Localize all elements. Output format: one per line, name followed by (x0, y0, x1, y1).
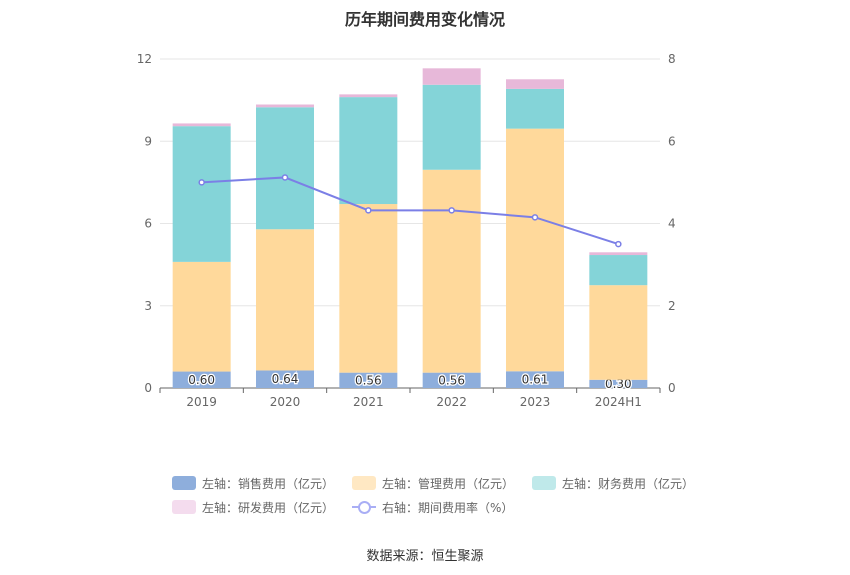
bar-admin (422, 169, 481, 373)
y-right-tick-label: 8 (668, 52, 676, 66)
bar-data-label: 0.64 (272, 372, 299, 386)
x-tick-label: 2021 (353, 395, 384, 409)
legend: 左轴：销售费用（亿元） 左轴：管理费用（亿元） 左轴：财务费用（亿元） 左轴：研… (172, 472, 694, 520)
bar-finance (589, 255, 648, 286)
bar-admin (506, 128, 564, 372)
x-tick-label: 2023 (520, 395, 551, 409)
bar-admin (339, 204, 398, 373)
line-point-expense-rate (365, 207, 372, 214)
bar-finance (339, 97, 398, 205)
bar-sales (172, 371, 231, 388)
bar-data-label: 0.61 (522, 373, 549, 387)
chart-title: 历年期间费用变化情况 (344, 10, 505, 29)
bar-finance (422, 84, 481, 170)
x-tick-label: 2019 (186, 395, 217, 409)
bar-sales (589, 379, 648, 388)
bar-data-label: 0.56 (438, 373, 465, 387)
y-left-tick-label: 6 (144, 217, 152, 231)
bar-data-label: 0.60 (188, 373, 215, 387)
x-tick-label: 2020 (270, 395, 301, 409)
line-point-expense-rate (198, 179, 205, 186)
bar-finance (256, 107, 314, 230)
legend-label-admin: 左轴：管理费用（亿元） (382, 476, 515, 491)
legend-label-finance: 左轴：财务费用（亿元） (562, 476, 695, 491)
legend-label-sales: 左轴：销售费用（亿元） (202, 476, 335, 491)
bar-sales (422, 372, 481, 388)
legend-item-finance[interactable]: 左轴：财务费用（亿元） (532, 475, 694, 492)
bar-admin (172, 261, 231, 372)
line-point-expense-rate (281, 174, 289, 181)
y-left-tick-label: 3 (144, 299, 152, 313)
bar-finance (172, 126, 231, 262)
line-point-expense-rate (531, 214, 539, 221)
bar-sales (339, 372, 398, 388)
line-expense-rate (201, 176, 619, 246)
legend-item-expense-rate[interactable]: 右轴：期间费用率（%） (352, 499, 513, 516)
x-tick-label: 2024H1 (595, 395, 642, 409)
y-left-tick-label: 0 (144, 381, 152, 395)
legend-label-rnd: 左轴：研发费用（亿元） (202, 500, 335, 515)
legend-swatch-expense-rate (352, 500, 377, 514)
legend-swatch-rnd (172, 500, 196, 514)
bar-rnd (172, 123, 231, 127)
y-right-tick-label: 0 (668, 381, 676, 395)
bar-rnd (589, 252, 648, 256)
bar-rnd (422, 68, 481, 85)
bar-sales (506, 371, 564, 388)
bar-finance (506, 88, 564, 129)
legend-item-rnd[interactable]: 左轴：研发费用（亿元） (172, 499, 334, 516)
legend-swatch-sales (172, 476, 196, 490)
legend-swatch-finance (532, 476, 557, 490)
legend-swatch-admin (352, 476, 377, 490)
bar-data-label: 0.56 (355, 373, 382, 387)
bar-rnd (506, 79, 564, 89)
y-right-tick-label: 4 (668, 217, 676, 231)
legend-item-admin[interactable]: 左轴：管理费用（亿元） (352, 475, 514, 492)
y-left-tick-label: 9 (144, 134, 152, 148)
x-tick-label: 2022 (436, 395, 467, 409)
bar-admin (589, 285, 648, 380)
y-left-tick-label: 12 (137, 52, 152, 66)
bar-admin (256, 229, 314, 371)
source-note: 数据来源：恒生聚源 (366, 549, 484, 564)
y-right-tick-label: 2 (668, 299, 676, 313)
legend-label-expense-rate: 右轴：期间费用率（%） (382, 500, 514, 515)
line-point-expense-rate (448, 207, 455, 214)
bar-rnd (339, 94, 398, 98)
line-point-expense-rate (615, 240, 622, 248)
y-right-tick-label: 6 (668, 134, 676, 148)
bar-sales (256, 370, 314, 388)
bar-rnd (256, 104, 314, 108)
legend-item-sales[interactable]: 左轴：销售费用（亿元） (172, 475, 334, 492)
